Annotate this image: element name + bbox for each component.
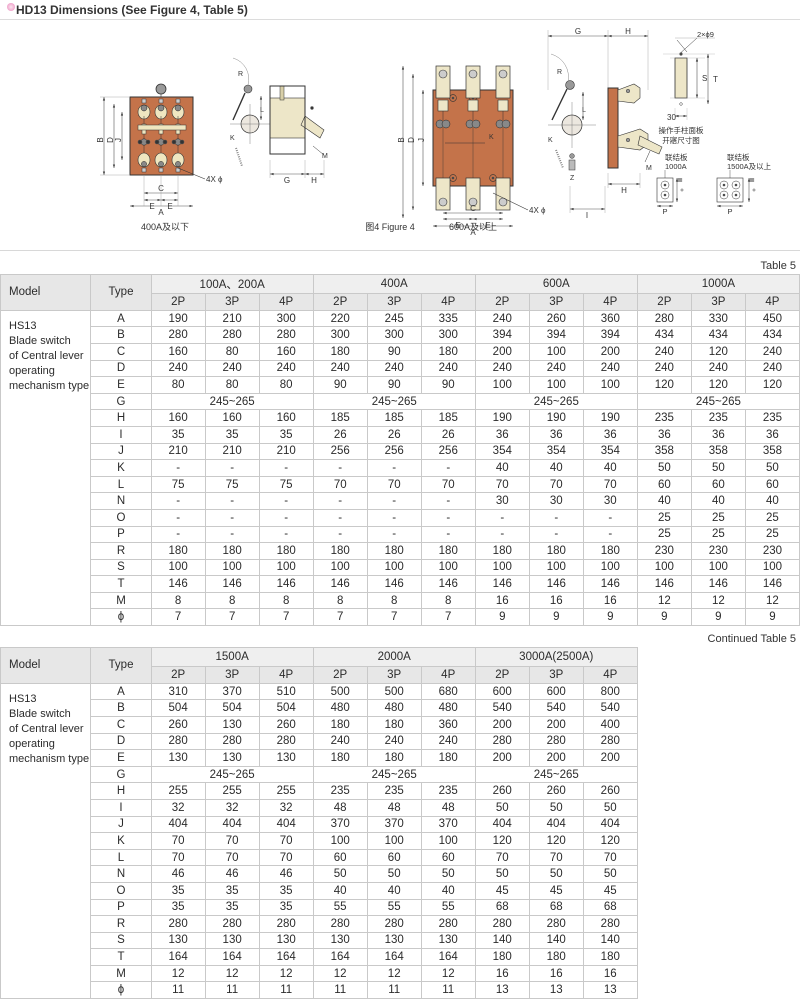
svg-text:≣: ≣ xyxy=(749,175,755,184)
svg-text:R: R xyxy=(557,69,562,76)
svg-text:L: L xyxy=(260,107,264,114)
svg-text:S: S xyxy=(702,74,707,83)
svg-text:E: E xyxy=(149,202,154,211)
svg-text:L: L xyxy=(582,107,586,114)
svg-text:30: 30 xyxy=(667,113,676,122)
svg-text:J: J xyxy=(114,138,123,142)
svg-text:B: B xyxy=(96,137,105,142)
svg-text:1500A及以上: 1500A及以上 xyxy=(727,162,772,171)
svg-text:P: P xyxy=(727,207,732,216)
svg-text:操作手柱面板: 操作手柱面板 xyxy=(659,125,704,135)
svg-text:≣: ≣ xyxy=(677,175,683,184)
svg-text:H: H xyxy=(311,176,317,185)
svg-text:联结板: 联结板 xyxy=(665,152,688,162)
svg-text:J: J xyxy=(417,138,426,142)
svg-text:K: K xyxy=(230,135,235,142)
svg-text:1000A: 1000A xyxy=(665,162,687,171)
svg-text:R: R xyxy=(238,71,243,78)
svg-text:K: K xyxy=(548,137,553,144)
svg-text:C: C xyxy=(470,204,476,213)
svg-text:P: P xyxy=(662,207,667,216)
svg-text:600A及以上: 600A及以上 xyxy=(449,222,497,232)
svg-text:联结板: 联结板 xyxy=(727,152,750,162)
svg-text:E: E xyxy=(167,202,172,211)
svg-text:T: T xyxy=(713,75,718,84)
svg-text:H: H xyxy=(625,28,631,36)
svg-text:图4 Figure 4: 图4 Figure 4 xyxy=(365,222,415,232)
svg-text:H: H xyxy=(621,186,627,195)
svg-text:4X ϕ: 4X ϕ xyxy=(206,175,223,184)
svg-text:D: D xyxy=(407,137,416,143)
svg-text:A: A xyxy=(158,208,164,217)
svg-text:4X ϕ: 4X ϕ xyxy=(529,206,546,215)
svg-text:B: B xyxy=(397,137,406,142)
svg-text:G: G xyxy=(284,176,290,185)
svg-text:2×ϕ9: 2×ϕ9 xyxy=(697,30,714,39)
svg-text:K: K xyxy=(489,134,494,141)
svg-text:I: I xyxy=(586,211,588,220)
svg-text:Z: Z xyxy=(570,175,575,182)
svg-text:开寤尺寸图: 开寤尺寸图 xyxy=(662,135,700,145)
svg-text:G: G xyxy=(575,28,581,36)
svg-text:400A及以下: 400A及以下 xyxy=(141,222,189,232)
svg-text:M: M xyxy=(646,165,652,172)
